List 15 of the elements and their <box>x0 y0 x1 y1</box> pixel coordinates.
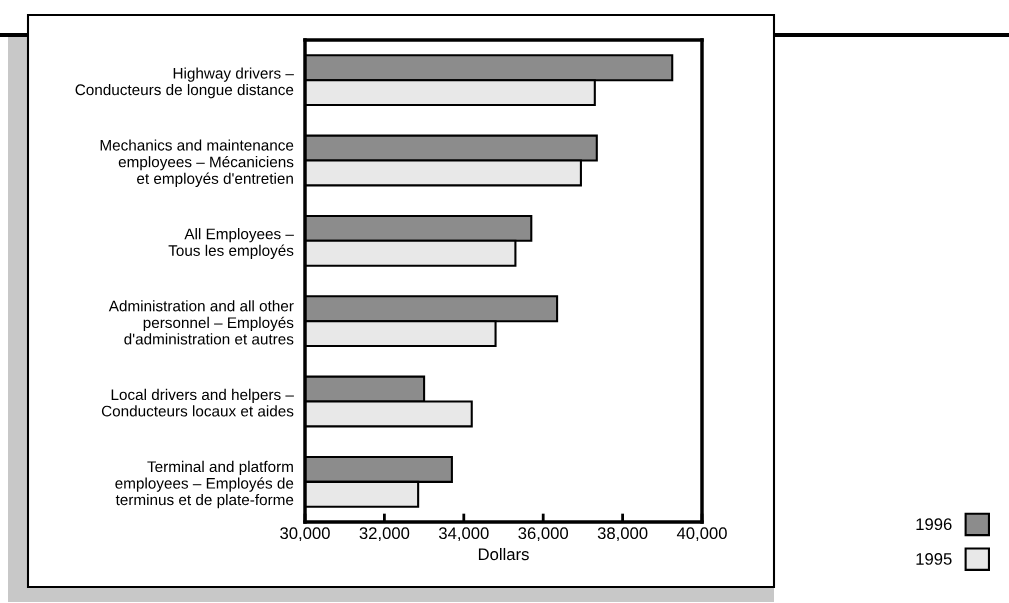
x-tick-label: 34,000 <box>438 527 489 542</box>
y-tick-label: Terminal and platform employees – Employés de terminus et de plate-forme <box>115 460 294 509</box>
y-tick-label: Administration and all other personnel – Employés d'administration et autres <box>108 300 294 345</box>
x-tick-label: 32,000 <box>359 527 410 542</box>
x-tick-label: 40,000 <box>676 527 727 542</box>
legend-label: 1996 <box>916 518 952 531</box>
x-tick-label: 36,000 <box>518 527 569 542</box>
x-axis-title: Dollars <box>478 547 529 561</box>
y-tick-label: Local drivers and helpers – Conducteurs locaux et aides <box>101 388 294 417</box>
x-tick-label: 30,000 <box>280 527 330 542</box>
x-tick-label: 38,000 <box>597 527 648 542</box>
y-tick-label: Highway drivers – Conducteurs de longue distance <box>75 67 294 99</box>
legend-label: 1995 <box>916 553 952 565</box>
y-tick-label: Mechanics and maintenance employees – Mécaniciens et employés d'entretien <box>100 139 294 187</box>
y-tick-label: All Employees – Tous les employés <box>168 228 294 259</box>
